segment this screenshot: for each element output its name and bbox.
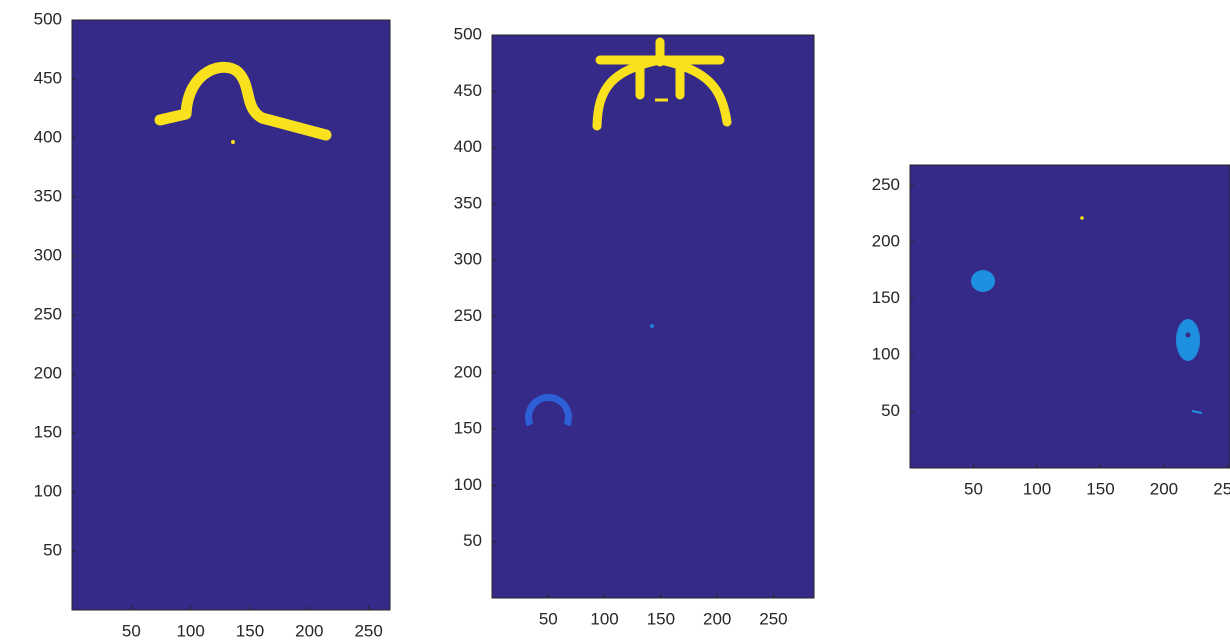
x-tick-label: 100 — [1023, 479, 1051, 498]
x-tick-label: 100 — [176, 621, 204, 640]
y-tick-label: 200 — [872, 231, 900, 250]
y-tick-label: 400 — [454, 137, 482, 156]
blob — [971, 270, 995, 292]
y-tick-label: 300 — [34, 245, 62, 264]
y-tick-label: 150 — [454, 419, 482, 438]
y-tick-label: 150 — [872, 288, 900, 307]
x-tick-label: 250 — [1213, 479, 1230, 498]
x-tick-label: 200 — [703, 609, 731, 628]
image-background — [910, 165, 1230, 468]
y-tick-label: 450 — [454, 81, 482, 100]
y-tick-label: 50 — [43, 540, 62, 559]
y-tick-label: 300 — [454, 250, 482, 269]
x-tick-label: 200 — [295, 621, 323, 640]
y-tick-label: 100 — [454, 475, 482, 494]
blob — [231, 140, 235, 144]
x-tick-label: 100 — [590, 609, 618, 628]
y-tick-label: 50 — [881, 401, 900, 420]
y-tick-label: 50 — [463, 531, 482, 550]
y-tick-label: 450 — [34, 68, 62, 87]
x-tick-label: 250 — [759, 609, 787, 628]
y-tick-label: 250 — [34, 304, 62, 323]
blob — [650, 324, 654, 328]
x-tick-label: 150 — [1086, 479, 1114, 498]
figure: 50 100 150 200 250 50 100 150 200 250 300 350 400 450… — [0, 0, 1230, 642]
y-tick-label: 500 — [454, 24, 482, 43]
y-tick-label: 350 — [454, 193, 482, 212]
y-tick-label: 400 — [34, 127, 62, 146]
y-tick-label: 200 — [454, 362, 482, 381]
blob — [1080, 216, 1084, 220]
y-tick-label: 350 — [34, 186, 62, 205]
x-tick-label: 150 — [236, 621, 264, 640]
blob — [1186, 333, 1191, 338]
x-tick-label: 200 — [1150, 479, 1178, 498]
x-tick-label: 50 — [964, 479, 983, 498]
y-tick-label: 150 — [34, 422, 62, 441]
y-tick-label: 100 — [872, 344, 900, 363]
y-tick-label: 100 — [34, 481, 62, 500]
y-tick-label: 250 — [454, 306, 482, 325]
x-tick-label: 50 — [122, 621, 141, 640]
blob — [1176, 319, 1200, 361]
y-tick-label: 200 — [34, 363, 62, 382]
image-background — [492, 35, 814, 598]
x-tick-label: 250 — [354, 621, 382, 640]
x-tick-label: 150 — [647, 609, 675, 628]
image-background — [72, 20, 390, 610]
y-tick-label: 500 — [34, 9, 62, 28]
x-tick-label: 50 — [539, 609, 558, 628]
y-tick-label: 250 — [872, 175, 900, 194]
